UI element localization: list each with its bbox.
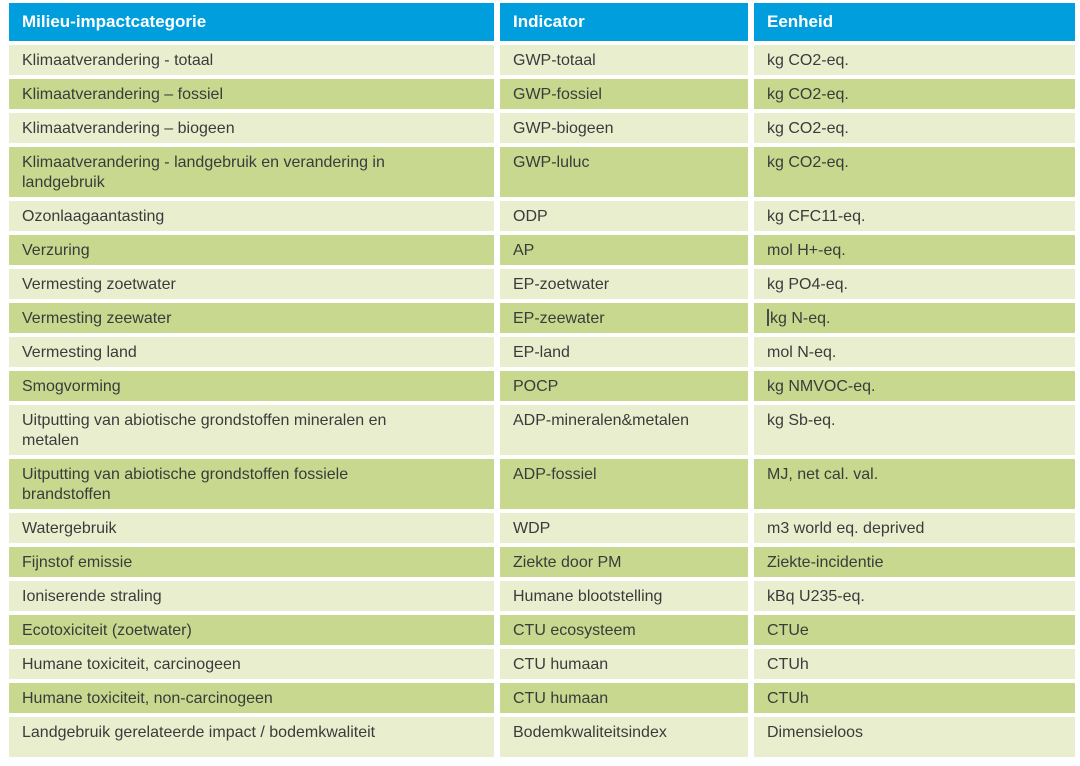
category-cell: Humane toxiciteit, carcinogeen (9, 649, 494, 679)
category-cell: Uitputting van abiotische grondstoffen f… (9, 459, 494, 509)
category-cell: Humane toxiciteit, non-carcinogeen (9, 683, 494, 713)
table-row: Fijnstof emissie Ziekte door PM Ziekte-i… (9, 547, 1075, 577)
column-header-eenheid: Eenheid (754, 3, 1075, 41)
eenheid-cell: MJ, net cal. val. (754, 459, 1075, 509)
table-row: Landgebruik gerelateerde impact / bodemk… (9, 717, 1075, 757)
category-cell: Uitputting van abiotische grondstoffen m… (9, 405, 494, 455)
eenheid-cell: kg CO2-eq. (754, 147, 1075, 197)
table-row: Ecotoxiciteit (zoetwater) CTU ecosysteem… (9, 615, 1075, 645)
category-cell: Ioniserende straling (9, 581, 494, 611)
table-row: Uitputting van abiotische grondstoffen m… (9, 405, 1075, 455)
category-cell: Klimaatverandering – fossiel (9, 79, 494, 109)
category-cell: Ozonlaagaantasting (9, 201, 494, 231)
indicator-cell: EP-zoetwater (500, 269, 748, 299)
column-header-milieu-impactcategorie: Milieu-impactcategorie (9, 3, 494, 41)
indicator-cell: POCP (500, 371, 748, 401)
category-cell: Klimaatverandering – biogeen (9, 113, 494, 143)
eenheid-cell: kg N-eq. (754, 303, 1075, 333)
indicator-cell: CTU ecosysteem (500, 615, 748, 645)
indicator-cell: EP-zeewater (500, 303, 748, 333)
category-cell: Vermesting zeewater (9, 303, 494, 333)
table-row: Humane toxiciteit, carcinogeen CTU humaa… (9, 649, 1075, 679)
indicator-cell: GWP-biogeen (500, 113, 748, 143)
eenheid-cell: kBq U235-eq. (754, 581, 1075, 611)
column-header-indicator: Indicator (500, 3, 748, 41)
table-row: Humane toxiciteit, non-carcinogeen CTU h… (9, 683, 1075, 713)
table-row: Vermesting land EP-land mol N-eq. (9, 337, 1075, 367)
eenheid-cell: kg CFC11-eq. (754, 201, 1075, 231)
category-cell: Klimaatverandering - totaal (9, 45, 494, 75)
table-row: Smogvorming POCP kg NMVOC-eq. (9, 371, 1075, 401)
indicator-cell: AP (500, 235, 748, 265)
table-row: Uitputting van abiotische grondstoffen f… (9, 459, 1075, 509)
indicator-cell: GWP-fossiel (500, 79, 748, 109)
indicator-cell: EP-land (500, 337, 748, 367)
indicator-cell: WDP (500, 513, 748, 543)
indicator-cell: GWP-luluc (500, 147, 748, 197)
eenheid-cell: Dimensieloos (754, 717, 1075, 757)
indicator-cell: Ziekte door PM (500, 547, 748, 577)
eenheid-cell: kg PO4-eq. (754, 269, 1075, 299)
eenheid-cell: kg CO2-eq. (754, 45, 1075, 75)
indicator-cell: ODP (500, 201, 748, 231)
indicator-cell: CTU humaan (500, 649, 748, 679)
table-row: Vermesting zoetwater EP-zoetwater kg PO4… (9, 269, 1075, 299)
indicator-cell: CTU humaan (500, 683, 748, 713)
table-row: Vermesting zeewater EP-zeewater kg N-eq. (9, 303, 1075, 333)
eenheid-cell: CTUh (754, 683, 1075, 713)
eenheid-cell: kg NMVOC-eq. (754, 371, 1075, 401)
table-row: Klimaatverandering – biogeen GWP-biogeen… (9, 113, 1075, 143)
table-row: Watergebruik WDP m3 world eq. deprived (9, 513, 1075, 543)
category-cell: Verzuring (9, 235, 494, 265)
indicator-cell: Bodemkwaliteitsindex (500, 717, 748, 757)
eenheid-cell: Ziekte-incidentie (754, 547, 1075, 577)
table-header-row: Milieu-impactcategorie Indicator Eenheid (9, 3, 1075, 41)
impact-category-table: Milieu-impactcategorie Indicator Eenheid… (9, 3, 1075, 761)
category-cell: Fijnstof emissie (9, 547, 494, 577)
category-cell: Vermesting zoetwater (9, 269, 494, 299)
category-cell: Smogvorming (9, 371, 494, 401)
table-row: Ozonlaagaantasting ODP kg CFC11-eq. (9, 201, 1075, 231)
eenheid-cell: mol H+-eq. (754, 235, 1075, 265)
eenheid-cell: CTUh (754, 649, 1075, 679)
eenheid-cell: m3 world eq. deprived (754, 513, 1075, 543)
eenheid-cell: kg CO2-eq. (754, 79, 1075, 109)
eenheid-cell: kg Sb-eq. (754, 405, 1075, 455)
eenheid-cell: CTUe (754, 615, 1075, 645)
indicator-cell: GWP-totaal (500, 45, 748, 75)
category-cell: Ecotoxiciteit (zoetwater) (9, 615, 494, 645)
text-cursor (767, 309, 769, 326)
category-cell: Klimaatverandering - landgebruik en vera… (9, 147, 494, 197)
indicator-cell: ADP-mineralen&metalen (500, 405, 748, 455)
eenheid-cell: kg CO2-eq. (754, 113, 1075, 143)
indicator-cell: Humane blootstelling (500, 581, 748, 611)
table-row: Klimaatverandering – fossiel GWP-fossiel… (9, 79, 1075, 109)
category-cell: Landgebruik gerelateerde impact / bodemk… (9, 717, 494, 757)
indicator-cell: ADP-fossiel (500, 459, 748, 509)
eenheid-cell: mol N-eq. (754, 337, 1075, 367)
table-row: Ioniserende straling Humane blootstellin… (9, 581, 1075, 611)
category-cell: Watergebruik (9, 513, 494, 543)
table-row: Klimaatverandering - landgebruik en vera… (9, 147, 1075, 197)
category-cell: Vermesting land (9, 337, 494, 367)
table-body: Klimaatverandering - totaal GWP-totaal k… (9, 45, 1075, 757)
table-row: Verzuring AP mol H+-eq. (9, 235, 1075, 265)
table-row: Klimaatverandering - totaal GWP-totaal k… (9, 45, 1075, 75)
